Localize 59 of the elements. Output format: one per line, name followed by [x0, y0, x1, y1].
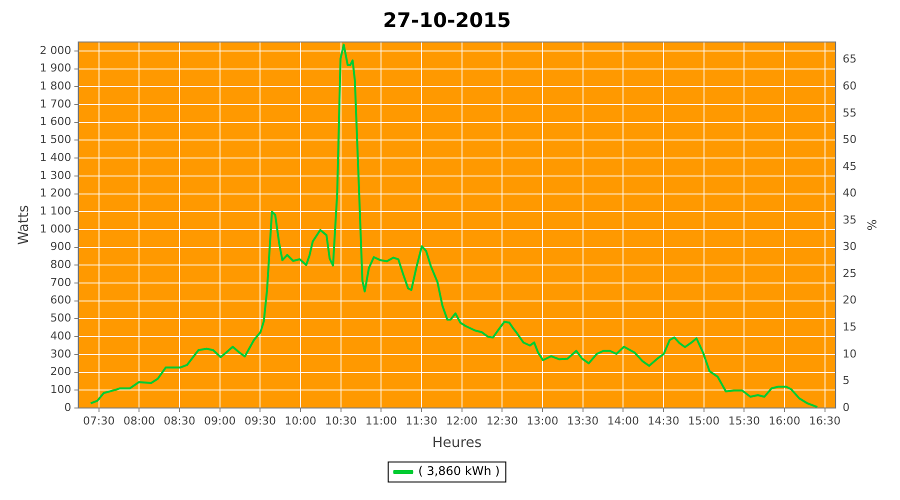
- y2-tick-label: 10: [842, 347, 857, 360]
- x-tick-label: 13:30: [566, 414, 599, 428]
- y2-tick-label: 20: [842, 294, 857, 307]
- x-tick-label: 14:30: [648, 414, 680, 428]
- x-tick-label: 08:30: [164, 414, 196, 428]
- x-tick-label: 08:00: [123, 414, 156, 428]
- y-tick-label: 400: [50, 329, 72, 342]
- y2-tick-label: 25: [842, 266, 857, 280]
- x-tick-label: 10:30: [324, 414, 357, 428]
- y-tick-label: 2 000: [40, 44, 72, 57]
- y-tick-label: 800: [50, 258, 72, 272]
- y2-tick-label: 60: [842, 79, 857, 92]
- y-tick-label: 500: [50, 312, 72, 325]
- y2-tick-label: 65: [842, 52, 857, 66]
- y2-tick-label: 45: [842, 160, 857, 173]
- x-tick-label: 09:30: [244, 414, 276, 428]
- y-tick-label: 700: [50, 276, 72, 289]
- y-tick-label: 200: [50, 365, 72, 378]
- y-tick-label: 900: [50, 240, 72, 254]
- y-tick-label: 1 700: [40, 97, 72, 110]
- y-tick-label: 100: [50, 383, 72, 396]
- y-tick-label: 300: [50, 347, 72, 360]
- y2-tick-label: 0: [842, 400, 850, 414]
- x-tick-label: 12:00: [446, 414, 478, 428]
- y-axis-title: Watts: [16, 205, 32, 245]
- x-tick-label: 12:30: [486, 414, 518, 428]
- y-tick-label: 1 000: [40, 222, 72, 236]
- y2-axis-title: %: [864, 219, 879, 231]
- x-tick-label: 11:00: [365, 414, 398, 428]
- y-tick-label: 1 900: [40, 62, 72, 75]
- y-tick-label: 1 200: [40, 186, 72, 200]
- y-tick-label: 600: [50, 294, 72, 307]
- y-tick-label: 1 300: [40, 168, 72, 182]
- x-tick-label: 13:00: [526, 414, 558, 428]
- y-tick-label: 1 100: [40, 204, 72, 218]
- chart-title: 27-10-2015: [383, 8, 511, 32]
- y-tick-label: 0: [64, 400, 72, 414]
- y2-tick-label: 35: [842, 213, 857, 226]
- y-tick-label: 1 400: [40, 150, 72, 164]
- x-tick-label: 16:00: [768, 414, 800, 428]
- x-tick-label: 14:00: [607, 414, 639, 428]
- x-tick-label: 09:00: [204, 414, 236, 428]
- y2-tick-label: 30: [842, 240, 857, 254]
- x-tick-label: 07:30: [83, 414, 115, 428]
- x-axis-title: Heures: [432, 435, 482, 452]
- y2-tick-label: 5: [842, 374, 850, 388]
- y2-tick-label: 50: [842, 133, 857, 146]
- x-tick-label: 16:30: [808, 414, 841, 428]
- x-tick-label: 10:00: [284, 414, 316, 428]
- x-tick-label: 15:00: [688, 414, 720, 428]
- y2-tick-label: 15: [842, 320, 857, 334]
- x-tick-label: 11:30: [406, 414, 438, 428]
- x-tick-label: 15:30: [728, 414, 760, 428]
- y-tick-label: 1 800: [40, 79, 72, 92]
- y2-tick-label: 55: [842, 106, 857, 120]
- y2-tick-label: 40: [842, 186, 857, 200]
- legend-label: ( 3,860 kWh ): [418, 464, 500, 478]
- y-tick-label: 1 600: [40, 115, 72, 128]
- y-tick-label: 1 500: [40, 133, 72, 146]
